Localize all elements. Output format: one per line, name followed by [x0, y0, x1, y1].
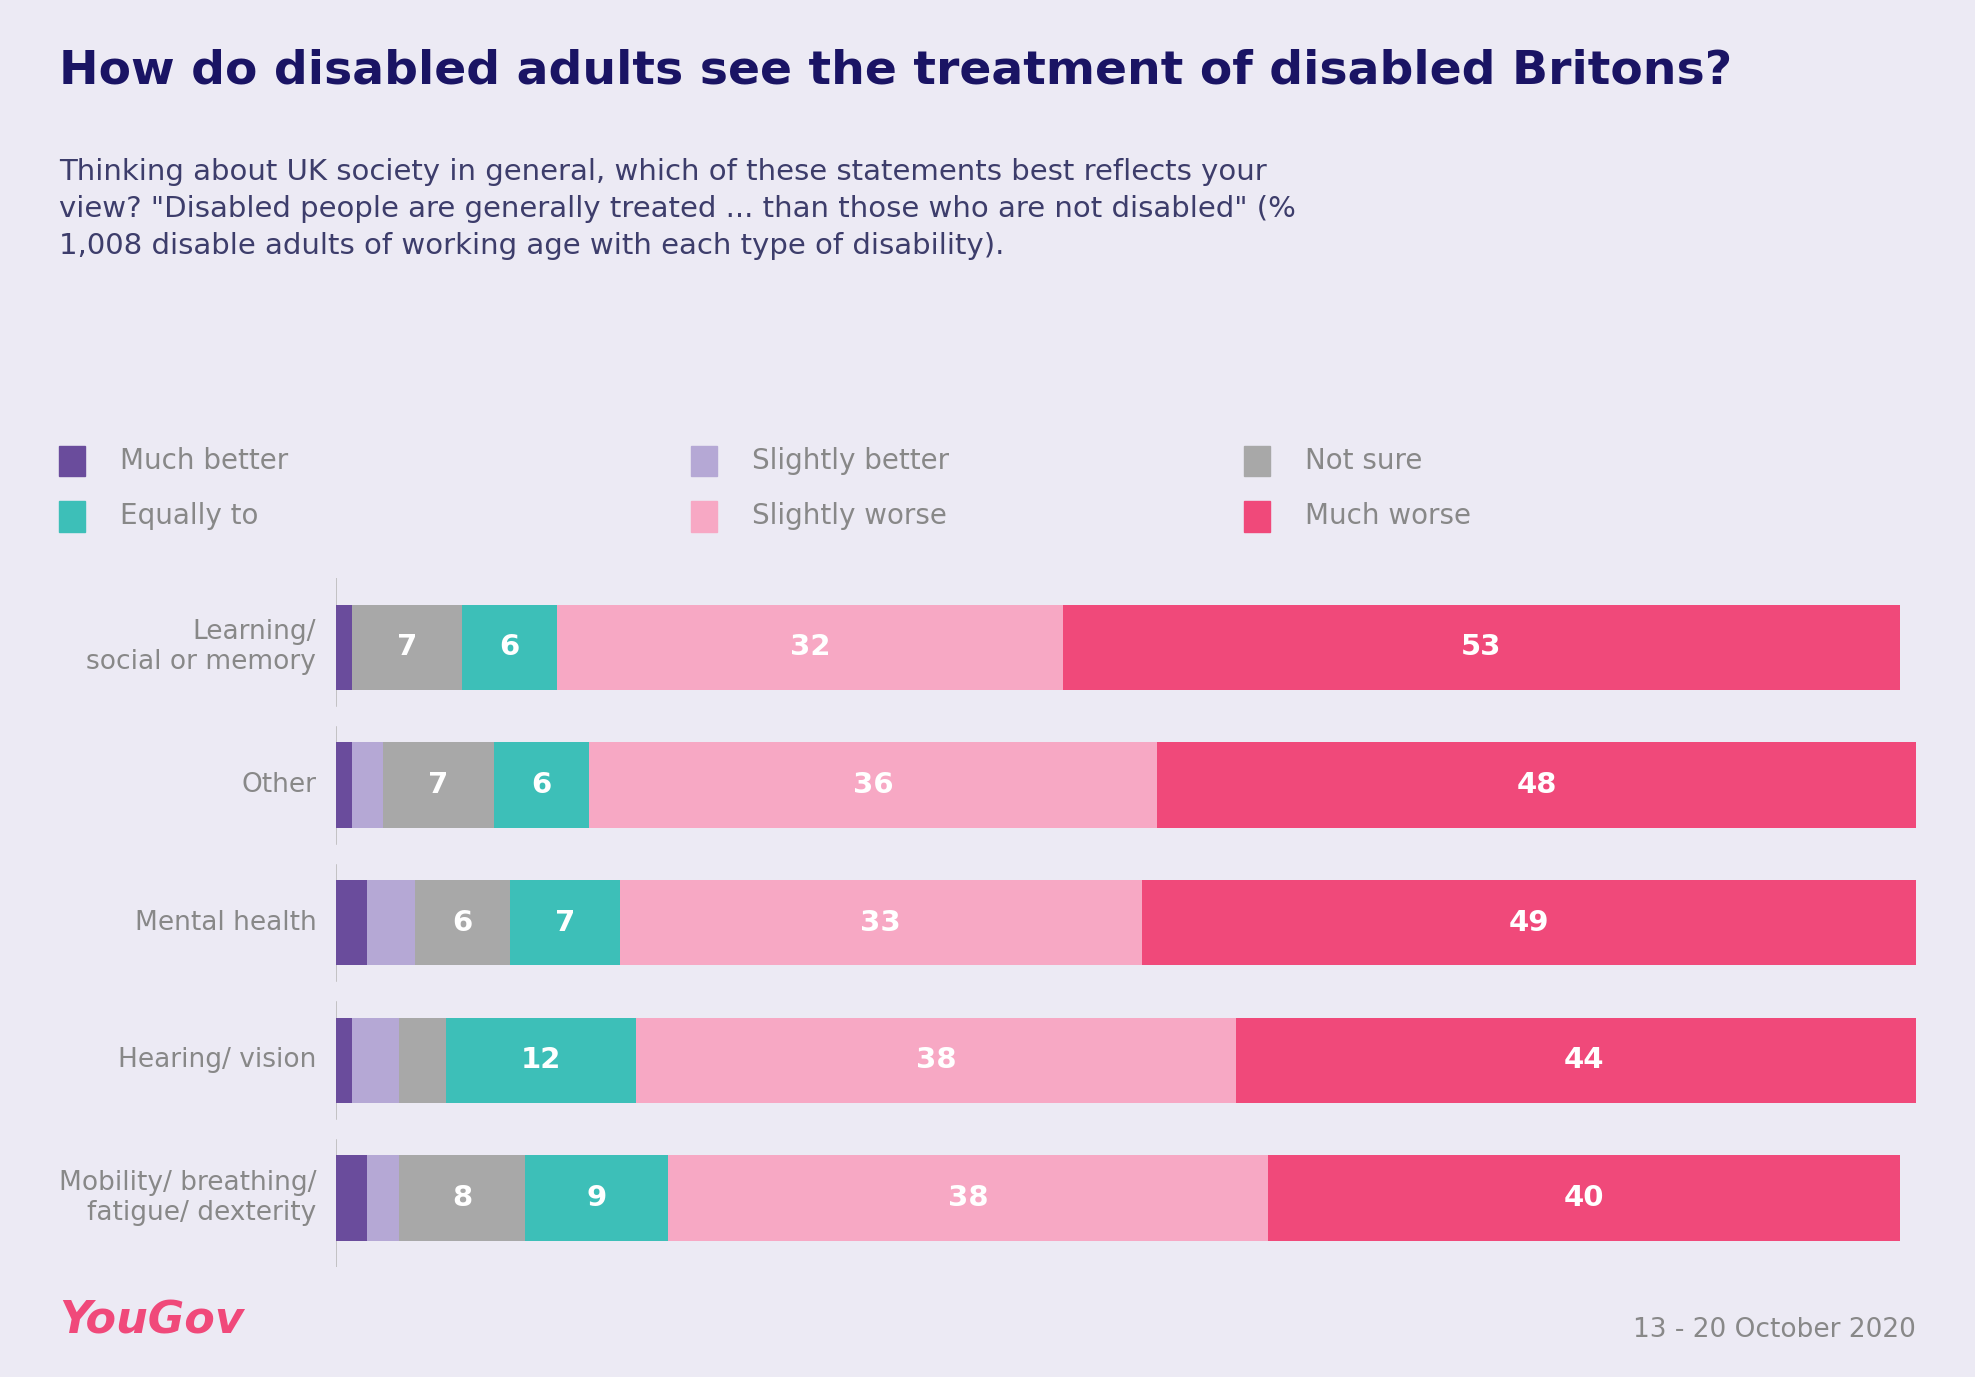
Bar: [367, 1155, 399, 1241]
Bar: [336, 880, 367, 965]
Bar: [336, 1155, 367, 1241]
Text: 12: 12: [521, 1047, 561, 1074]
Bar: [399, 1155, 525, 1241]
Text: 6: 6: [500, 633, 519, 661]
Text: 38: 38: [948, 1184, 988, 1212]
Bar: [620, 880, 1142, 965]
Text: 8: 8: [452, 1184, 472, 1212]
Text: 7: 7: [429, 771, 448, 799]
Text: Not sure: Not sure: [1305, 448, 1422, 475]
Bar: [1142, 880, 1916, 965]
Text: 9: 9: [587, 1184, 606, 1212]
Bar: [557, 605, 1063, 690]
Bar: [462, 605, 557, 690]
Text: YouGov: YouGov: [59, 1300, 245, 1343]
Text: 48: 48: [1517, 771, 1556, 799]
Text: Much worse: Much worse: [1305, 503, 1471, 530]
Bar: [352, 1018, 399, 1103]
Bar: [1063, 605, 1900, 690]
Text: 13 - 20 October 2020: 13 - 20 October 2020: [1633, 1316, 1916, 1343]
Bar: [383, 742, 494, 828]
Text: 7: 7: [555, 909, 575, 936]
Text: Equally to: Equally to: [120, 503, 259, 530]
Text: 44: 44: [1564, 1047, 1604, 1074]
Bar: [589, 742, 1157, 828]
Text: 40: 40: [1564, 1184, 1604, 1212]
Text: Slightly worse: Slightly worse: [752, 503, 948, 530]
Bar: [446, 1018, 636, 1103]
Text: Thinking about UK society in general, which of these statements best reflects yo: Thinking about UK society in general, wh…: [59, 158, 1296, 260]
Bar: [352, 742, 383, 828]
Text: Much better: Much better: [120, 448, 288, 475]
Bar: [1236, 1018, 1932, 1103]
Text: 32: 32: [790, 633, 829, 661]
Text: 33: 33: [861, 909, 901, 936]
Bar: [1157, 742, 1916, 828]
Bar: [367, 880, 415, 965]
Text: 6: 6: [452, 909, 472, 936]
Text: 36: 36: [853, 771, 893, 799]
Text: 7: 7: [397, 633, 417, 661]
Text: 49: 49: [1509, 909, 1548, 936]
Bar: [336, 742, 352, 828]
Bar: [1268, 1155, 1900, 1241]
Text: 6: 6: [531, 771, 551, 799]
Bar: [399, 1018, 446, 1103]
Bar: [336, 1018, 352, 1103]
Bar: [525, 1155, 668, 1241]
Text: Slightly better: Slightly better: [752, 448, 950, 475]
Bar: [668, 1155, 1268, 1241]
Text: 53: 53: [1462, 633, 1501, 661]
Bar: [636, 1018, 1236, 1103]
Bar: [336, 605, 352, 690]
Text: How do disabled adults see the treatment of disabled Britons?: How do disabled adults see the treatment…: [59, 48, 1732, 94]
Bar: [494, 742, 589, 828]
Bar: [415, 880, 510, 965]
Bar: [352, 605, 462, 690]
Bar: [510, 880, 620, 965]
Text: 38: 38: [916, 1047, 956, 1074]
